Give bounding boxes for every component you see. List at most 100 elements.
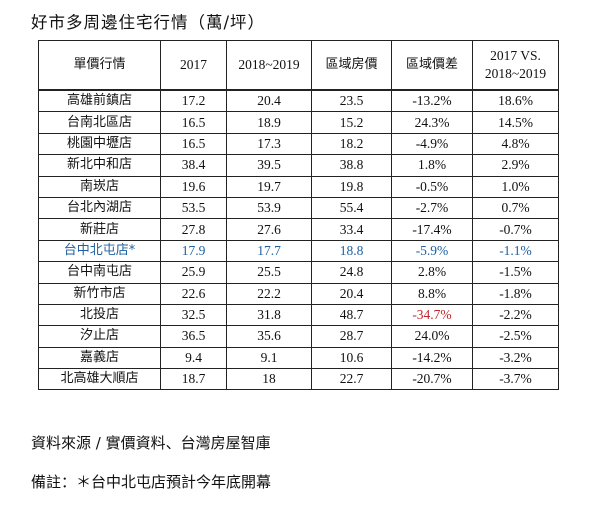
table-body: 高雄前鎮店 17.2 20.4 23.5 -13.2% 18.6% 台南北區店 16.5 18.… <box>38 89 559 391</box>
store-cell: 桃園中壢店 <box>38 132 161 156</box>
area-diff-cell: 2.8% <box>391 261 473 284</box>
change-cell: 18.6% <box>472 89 559 113</box>
area-price-cell: 19.8 <box>311 175 392 198</box>
area-diff-cell: 24.0% <box>391 325 473 348</box>
area-diff-cell: -14.2% <box>391 346 473 370</box>
table-row: 桃園中壢店 16.5 17.3 18.2 -4.9% 4.8% <box>38 132 559 156</box>
table-row: 嘉義店 9.4 9.1 10.6 -14.2% -3.2% <box>38 346 559 370</box>
store-cell: 新莊店 <box>38 218 161 241</box>
area-price-cell: 48.7 <box>311 303 392 327</box>
price-2018-2019-cell: 17.3 <box>226 132 312 156</box>
area-diff-cell: 24.3% <box>391 111 473 134</box>
price-2017-cell: 16.5 <box>160 132 227 156</box>
change-cell: -2.2% <box>472 303 559 327</box>
area-price-cell: 33.4 <box>311 218 392 241</box>
header-change-line2: 2018~2019 <box>484 66 547 81</box>
header-area-price: 區域房價 <box>311 40 392 91</box>
area-price-cell: 22.7 <box>311 368 392 391</box>
table-row: 高雄前鎮店 17.2 20.4 23.5 -13.2% 18.6% <box>38 89 559 113</box>
area-diff-cell: -34.7% <box>391 303 473 327</box>
store-cell: 嘉義店 <box>38 346 161 370</box>
change-cell: 1.0% <box>472 175 559 198</box>
remark-note: 備註：＊台中北屯店預計今年底開幕 <box>31 473 272 491</box>
price-2017-cell: 17.9 <box>160 239 227 263</box>
area-diff-cell: 8.8% <box>391 282 473 305</box>
store-cell: 台中北屯店* <box>38 239 161 263</box>
store-cell: 台中南屯店 <box>38 261 161 284</box>
area-price-cell: 23.5 <box>311 89 392 113</box>
price-table: 單價行情 2017 2018~2019 區域房價 區域價差 2017 VS. 20… <box>38 40 559 391</box>
change-cell: 14.5% <box>472 111 559 134</box>
price-2018-2019-cell: 53.9 <box>226 196 312 220</box>
table-row: 新北中和店 38.4 39.5 38.8 1.8% 2.9% <box>38 154 559 177</box>
area-price-cell: 18.8 <box>311 239 392 263</box>
header-row: 單價行情 2017 2018~2019 區域房價 區域價差 2017 VS. 20… <box>38 40 559 91</box>
store-cell: 北投店 <box>38 303 161 327</box>
header-area-diff: 區域價差 <box>391 40 473 91</box>
price-2018-2019-cell: 9.1 <box>226 346 312 370</box>
price-2017-cell: 53.5 <box>160 196 227 220</box>
area-price-cell: 10.6 <box>311 346 392 370</box>
area-price-cell: 55.4 <box>311 196 392 220</box>
store-cell: 新北中和店 <box>38 154 161 177</box>
price-2017-cell: 27.8 <box>160 218 227 241</box>
store-cell: 新竹市店 <box>38 282 161 305</box>
header-change-line1: 2017 VS. <box>490 48 541 63</box>
area-diff-cell: -13.2% <box>391 89 473 113</box>
store-cell: 汐止店 <box>38 325 161 348</box>
price-2017-cell: 38.4 <box>160 154 227 177</box>
price-2018-2019-cell: 31.8 <box>226 303 312 327</box>
area-price-cell: 28.7 <box>311 325 392 348</box>
table-row: 南崁店 19.6 19.7 19.8 -0.5% 1.0% <box>38 175 559 198</box>
store-cell: 台南北區店 <box>38 111 161 134</box>
table-row: 北投店 32.5 31.8 48.7 -34.7% -2.2% <box>38 303 559 327</box>
store-cell: 北高雄大順店 <box>38 368 161 391</box>
price-2018-2019-cell: 18 <box>226 368 312 391</box>
price-2017-cell: 22.6 <box>160 282 227 305</box>
table-row: 汐止店 36.5 35.6 28.7 24.0% -2.5% <box>38 325 559 348</box>
price-2018-2019-cell: 27.6 <box>226 218 312 241</box>
table-row: 台北內湖店 53.5 53.9 55.4 -2.7% 0.7% <box>38 196 559 220</box>
price-2018-2019-cell: 35.6 <box>226 325 312 348</box>
change-cell: -3.7% <box>472 368 559 391</box>
price-2017-cell: 36.5 <box>160 325 227 348</box>
price-2017-cell: 25.9 <box>160 261 227 284</box>
price-2017-cell: 9.4 <box>160 346 227 370</box>
store-cell: 南崁店 <box>38 175 161 198</box>
header-unit-price: 單價行情 <box>38 40 161 91</box>
header-change: 2017 VS. 2018~2019 <box>472 40 559 91</box>
area-price-cell: 18.2 <box>311 132 392 156</box>
price-2017-cell: 32.5 <box>160 303 227 327</box>
price-2017-cell: 19.6 <box>160 175 227 198</box>
table-row: 台中北屯店* 17.9 17.7 18.8 -5.9% -1.1% <box>38 239 559 263</box>
price-2017-cell: 17.2 <box>160 89 227 113</box>
area-diff-cell: -0.5% <box>391 175 473 198</box>
change-cell: -1.1% <box>472 239 559 263</box>
area-diff-cell: -5.9% <box>391 239 473 263</box>
area-price-cell: 38.8 <box>311 154 392 177</box>
area-price-cell: 24.8 <box>311 261 392 284</box>
price-2018-2019-cell: 39.5 <box>226 154 312 177</box>
change-cell: 0.7% <box>472 196 559 220</box>
price-2018-2019-cell: 17.7 <box>226 239 312 263</box>
table-row: 台南北區店 16.5 18.9 15.2 24.3% 14.5% <box>38 111 559 134</box>
change-cell: -2.5% <box>472 325 559 348</box>
change-cell: 2.9% <box>472 154 559 177</box>
price-2017-cell: 16.5 <box>160 111 227 134</box>
price-2018-2019-cell: 25.5 <box>226 261 312 284</box>
area-price-cell: 20.4 <box>311 282 392 305</box>
area-diff-cell: -20.7% <box>391 368 473 391</box>
table-row: 新竹市店 22.6 22.2 20.4 8.8% -1.8% <box>38 282 559 305</box>
change-cell: 4.8% <box>472 132 559 156</box>
table-row: 北高雄大順店 18.7 18 22.7 -20.7% -3.7% <box>38 368 559 391</box>
table-row: 台中南屯店 25.9 25.5 24.8 2.8% -1.5% <box>38 261 559 284</box>
price-2018-2019-cell: 22.2 <box>226 282 312 305</box>
change-cell: -1.8% <box>472 282 559 305</box>
change-cell: -3.2% <box>472 346 559 370</box>
store-cell: 高雄前鎮店 <box>38 89 161 113</box>
price-2018-2019-cell: 18.9 <box>226 111 312 134</box>
price-2018-2019-cell: 19.7 <box>226 175 312 198</box>
change-cell: -1.5% <box>472 261 559 284</box>
store-cell: 台北內湖店 <box>38 196 161 220</box>
area-price-cell: 15.2 <box>311 111 392 134</box>
